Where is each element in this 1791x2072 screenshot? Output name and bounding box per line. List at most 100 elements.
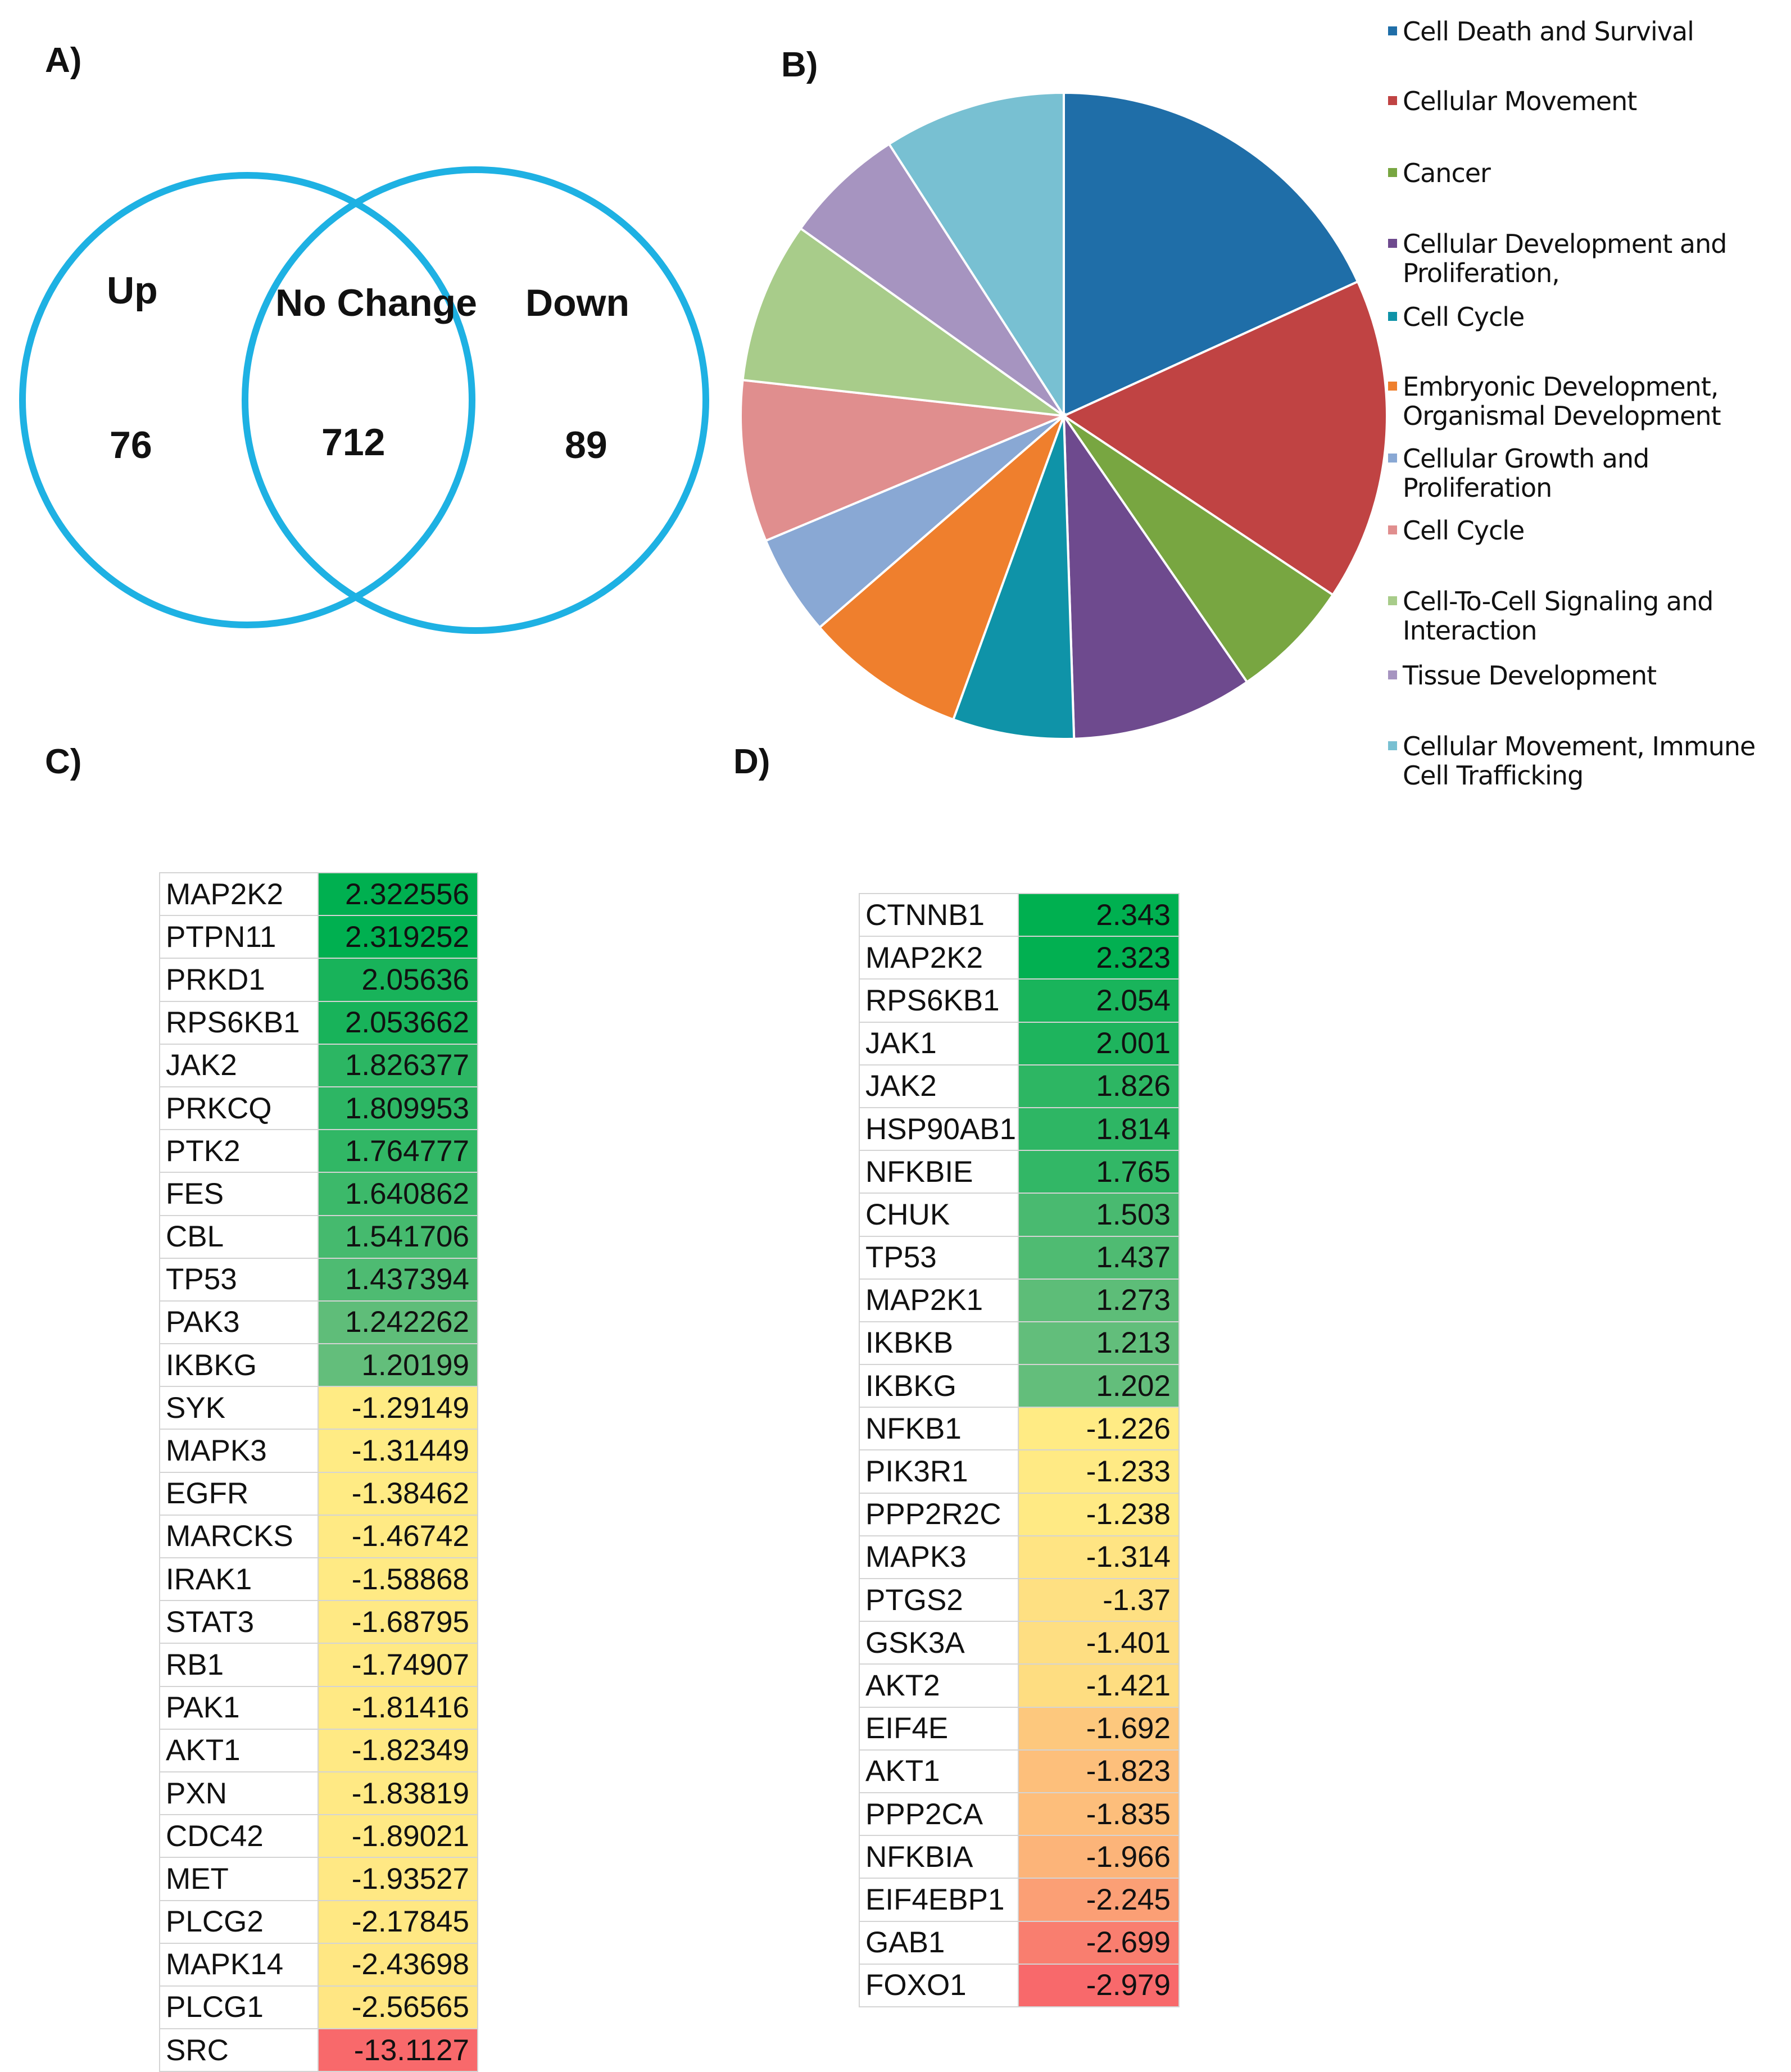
- table-row: EGFR -1.38462: [159, 1471, 478, 1516]
- venn-count-no-change: 712: [321, 421, 385, 464]
- table-row: PLCG2 -2.17845: [159, 1899, 478, 1944]
- gene-name-cell: EIF4E: [859, 1706, 1019, 1751]
- table-row: PXN -1.83819: [159, 1771, 478, 1816]
- gene-name-cell: FOXO1: [859, 1963, 1019, 2007]
- table-row: PLCG1 -2.56565: [159, 1985, 478, 2030]
- fold-change-cell: -13.1127: [318, 2028, 478, 2072]
- legend-swatch: [1388, 741, 1397, 750]
- pie-slice-3: [1063, 415, 1335, 684]
- gene-name-cell: IRAK1: [159, 1557, 319, 1602]
- legend-swatch: [1388, 239, 1397, 248]
- pie-slice-2: [1061, 280, 1388, 597]
- table-row: AKT2 -1.421: [859, 1663, 1180, 1708]
- table-row: PTK2 1.764777: [159, 1129, 478, 1173]
- legend-swatch: [1388, 26, 1397, 35]
- table-c: MAP2K2 2.322556 PTPN11 2.319252 PRKD1 2.05636…: [159, 872, 478, 2072]
- panel-label-a: A): [45, 41, 82, 80]
- gene-name-cell: FES: [159, 1172, 319, 1216]
- table-row: MAP2K1 1.273: [859, 1278, 1180, 1322]
- panel-label-b: B): [781, 46, 818, 84]
- table-row: IKBKG 1.202: [859, 1364, 1180, 1408]
- gene-name-cell: JAK1: [859, 1021, 1019, 1066]
- gene-name-cell: RPS6KB1: [159, 1000, 319, 1045]
- legend-swatch: [1388, 168, 1397, 177]
- fold-change-cell: -1.83819: [318, 1771, 478, 1816]
- fold-change-cell: -1.314: [1018, 1535, 1180, 1580]
- fold-change-cell: -1.401: [1018, 1621, 1180, 1665]
- gene-name-cell: MARCKS: [159, 1514, 319, 1559]
- table-row: PPP2CA -1.835: [859, 1792, 1180, 1837]
- gene-name-cell: IKBKG: [159, 1343, 319, 1388]
- fold-change-cell: 1.814: [1018, 1107, 1180, 1151]
- table-row: JAK1 2.001: [859, 1021, 1180, 1066]
- fold-change-cell: -1.82349: [318, 1728, 478, 1772]
- fold-change-cell: 1.826: [1018, 1064, 1180, 1108]
- fold-change-cell: -1.58868: [318, 1557, 478, 1602]
- pie-slice-4: [1062, 412, 1249, 740]
- legend-label: Embryonic Development, Organismal Develo…: [1403, 371, 1721, 431]
- table-row: SYK -1.29149: [159, 1386, 478, 1430]
- table-row: PPP2R2C -1.238: [859, 1492, 1180, 1536]
- venn-circle-up: [19, 172, 475, 628]
- legend-label: Cell Death and Survival: [1403, 16, 1694, 47]
- gene-name-cell: HSP90AB1: [859, 1107, 1019, 1151]
- legend-swatch: [1388, 670, 1397, 679]
- table-row: CDC42 -1.89021: [159, 1814, 478, 1858]
- table-row: NFKB1 -1.226: [859, 1407, 1180, 1451]
- panel-label-c: C): [45, 742, 82, 781]
- gene-name-cell: RPS6KB1: [859, 978, 1019, 1023]
- gene-name-cell: EGFR: [159, 1471, 319, 1516]
- fold-change-cell: 2.053662: [318, 1000, 478, 1045]
- table-row: NFKBIA -1.966: [859, 1835, 1180, 1879]
- legend-label: Tissue Development: [1403, 660, 1657, 691]
- table-row: PTPN11 2.319252: [159, 915, 478, 959]
- fold-change-cell: 2.319252: [318, 915, 478, 959]
- gene-name-cell: PRKD1: [159, 958, 319, 1002]
- fold-change-cell: -1.823: [1018, 1749, 1180, 1793]
- table-row: JAK2 1.826: [859, 1064, 1180, 1108]
- gene-name-cell: TP53: [859, 1235, 1019, 1280]
- table-row: FES 1.640862: [159, 1172, 478, 1216]
- pie-slice-6: [818, 412, 1067, 721]
- fold-change-cell: -1.46742: [318, 1514, 478, 1559]
- fold-change-cell: -1.38462: [318, 1471, 478, 1516]
- gene-name-cell: SYK: [159, 1386, 319, 1430]
- venn-diagram: Up No Change Down 76 712 89: [19, 166, 709, 634]
- venn-circle-down: [242, 166, 709, 634]
- gene-name-cell: MET: [159, 1857, 319, 1901]
- fold-change-cell: 2.054: [1018, 978, 1180, 1023]
- gene-name-cell: PTK2: [159, 1129, 319, 1173]
- gene-name-cell: GSK3A: [859, 1621, 1019, 1665]
- fold-change-cell: 1.273: [1018, 1278, 1180, 1322]
- legend-swatch: [1388, 596, 1397, 605]
- table-row: TP53 1.437394: [159, 1257, 478, 1302]
- gene-name-cell: PTPN11: [159, 915, 319, 959]
- pie-slice-1: [1063, 91, 1359, 418]
- table-row: RPS6KB1 2.053662: [159, 1000, 478, 1045]
- gene-name-cell: MAP2K2: [159, 872, 319, 917]
- table-row: MAPK3 -1.31449: [159, 1429, 478, 1473]
- gene-name-cell: PLCG1: [159, 1985, 319, 2030]
- panel-label-d: D): [733, 742, 770, 781]
- gene-name-cell: EIF4EBP1: [859, 1878, 1019, 1922]
- pie-slice-5: [951, 415, 1076, 740]
- table-row: FOXO1 -2.979: [859, 1963, 1180, 2007]
- legend-swatch: [1388, 312, 1397, 321]
- gene-name-cell: PLCG2: [159, 1899, 319, 1944]
- gene-name-cell: MAP2K1: [859, 1278, 1019, 1322]
- legend-label: Cellular Movement: [1403, 86, 1637, 116]
- fold-change-cell: 1.202: [1018, 1364, 1180, 1408]
- fold-change-cell: -2.56565: [318, 1985, 478, 2030]
- table-row: STAT3 -1.68795: [159, 1600, 478, 1644]
- gene-name-cell: NFKBIA: [859, 1835, 1019, 1879]
- table-row: CTNNB1 2.343: [859, 892, 1180, 937]
- fold-change-cell: -1.68795: [318, 1600, 478, 1644]
- fold-change-cell: -1.421: [1018, 1663, 1180, 1708]
- gene-name-cell: PAK1: [159, 1685, 319, 1730]
- gene-name-cell: CDC42: [159, 1814, 319, 1858]
- fold-change-cell: -2.699: [1018, 1920, 1180, 1965]
- fold-change-cell: 2.05636: [318, 958, 478, 1002]
- legend-swatch: [1388, 454, 1397, 463]
- legend-item: Cancer: [1388, 158, 1491, 188]
